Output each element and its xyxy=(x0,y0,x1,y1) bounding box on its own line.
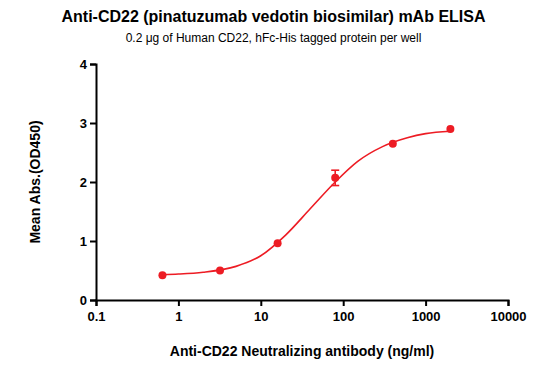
x-axis-title: Anti-CD22 Neutralizing antibody (ng/ml) xyxy=(170,343,434,359)
y-tick-mark xyxy=(90,123,96,125)
x-tick-label: 10 xyxy=(254,309,268,324)
y-tick-label: 1 xyxy=(80,234,87,249)
y-tick: 1 xyxy=(80,234,96,249)
x-tick-label: 1000 xyxy=(412,309,441,324)
x-tick-mark xyxy=(425,300,427,306)
x-tick-mark xyxy=(260,300,262,306)
y-axis-line xyxy=(90,65,97,301)
y-tick-mark xyxy=(90,241,96,243)
y-axis: 0 1 2 3 4 xyxy=(80,57,97,308)
y-tick-label: 4 xyxy=(80,57,88,72)
error-bar-cap xyxy=(331,169,339,171)
x-axis: 0.1 1 10 100 1000 10000 xyxy=(87,300,526,324)
data-point xyxy=(158,271,166,279)
y-tick-label: 2 xyxy=(80,175,87,190)
plot: 0.1 1 10 100 1000 10000 0 1 2 3 4 xyxy=(80,57,527,324)
chart: Anti-CD22 (pinatuzumab vedotin biosimila… xyxy=(0,0,547,370)
subtitle: 0.2 μg of Human CD22, hFc-His tagged pro… xyxy=(126,31,422,45)
x-tick-label: 100 xyxy=(333,309,355,324)
x-axis-line xyxy=(97,301,509,307)
x-tick-mark xyxy=(343,300,345,306)
x-tick: 1 xyxy=(175,300,182,324)
x-tick: 10 xyxy=(254,300,268,324)
x-tick: 0.1 xyxy=(87,300,105,324)
x-tick: 100 xyxy=(333,300,355,324)
marks xyxy=(158,125,454,279)
y-tick-mark xyxy=(90,182,96,184)
title: Anti-CD22 (pinatuzumab vedotin biosimila… xyxy=(61,8,485,25)
y-tick: 3 xyxy=(80,116,96,131)
data-point xyxy=(274,239,282,247)
x-tick-mark xyxy=(178,300,180,306)
error-bar-cap xyxy=(331,185,339,187)
x-tick: 10000 xyxy=(490,300,526,324)
x-tick: 1000 xyxy=(412,300,441,324)
data-point xyxy=(446,125,454,133)
y-axis-title: Mean Abs.(OD450) xyxy=(27,120,43,243)
x-tick-label: 10000 xyxy=(490,309,526,324)
data-point xyxy=(331,174,339,182)
y-tick: 4 xyxy=(80,57,96,72)
x-tick-label: 1 xyxy=(175,309,182,324)
fit-curve xyxy=(162,131,450,274)
y-tick-label: 3 xyxy=(80,116,87,131)
data-point xyxy=(216,267,224,275)
y-tick-mark xyxy=(90,300,96,302)
error-bar xyxy=(331,170,339,185)
y-tick-label: 0 xyxy=(80,293,87,308)
x-tick-label: 0.1 xyxy=(87,309,105,324)
data-point xyxy=(389,140,397,148)
y-tick-mark xyxy=(90,64,96,66)
x-tick-mark xyxy=(508,300,510,306)
y-tick: 2 xyxy=(80,175,96,190)
y-tick: 0 xyxy=(80,293,96,308)
